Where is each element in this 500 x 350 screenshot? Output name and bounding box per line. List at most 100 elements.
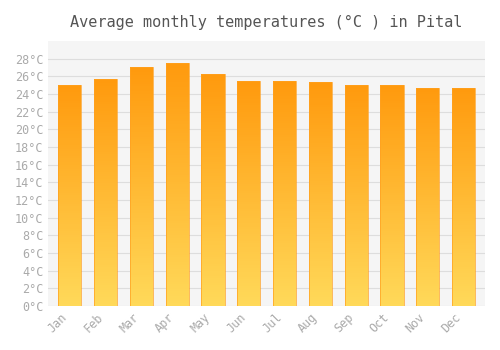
Bar <box>452 118 475 120</box>
Bar <box>380 162 404 164</box>
Bar <box>308 243 332 245</box>
Bar <box>452 205 475 208</box>
Bar <box>380 125 404 127</box>
Bar <box>344 180 368 182</box>
Bar <box>344 127 368 129</box>
Bar <box>166 172 189 175</box>
Bar <box>202 229 224 231</box>
Bar <box>237 274 260 277</box>
Bar <box>237 141 260 144</box>
Bar <box>166 284 189 286</box>
Bar <box>202 185 224 187</box>
Bar <box>416 99 440 101</box>
Bar <box>166 119 189 121</box>
Bar <box>202 190 224 192</box>
Bar <box>130 79 153 82</box>
Bar <box>452 293 475 295</box>
Bar <box>452 88 475 306</box>
Bar <box>58 198 82 200</box>
Bar <box>58 206 82 209</box>
Bar <box>452 140 475 142</box>
Bar <box>166 272 189 274</box>
Bar <box>166 78 189 80</box>
Bar <box>416 186 440 188</box>
Bar <box>273 155 296 157</box>
Bar <box>344 171 368 173</box>
Bar <box>202 296 224 299</box>
Bar <box>130 208 153 210</box>
Bar <box>130 234 153 237</box>
Bar <box>94 83 118 86</box>
Bar <box>416 288 440 290</box>
Bar <box>416 118 440 120</box>
Bar <box>344 160 368 162</box>
Bar <box>452 214 475 216</box>
Bar <box>344 237 368 240</box>
Bar <box>308 114 332 116</box>
Bar <box>452 110 475 112</box>
Bar <box>308 82 332 85</box>
Bar <box>94 179 118 181</box>
Bar <box>166 180 189 182</box>
Bar <box>344 184 368 187</box>
Bar <box>344 169 368 171</box>
Bar <box>452 190 475 192</box>
Bar <box>58 127 82 129</box>
Bar <box>452 133 475 136</box>
Bar <box>202 282 224 285</box>
Bar <box>58 154 82 156</box>
Bar <box>452 264 475 267</box>
Bar <box>380 176 404 178</box>
Bar <box>344 147 368 149</box>
Bar <box>237 245 260 247</box>
Bar <box>166 153 189 155</box>
Bar <box>308 178 332 181</box>
Bar <box>344 87 368 90</box>
Bar <box>166 277 189 279</box>
Bar <box>58 213 82 215</box>
Bar <box>130 118 153 120</box>
Bar <box>94 206 118 208</box>
Bar <box>94 229 118 231</box>
Bar <box>273 288 296 290</box>
Bar <box>344 103 368 105</box>
Bar <box>416 179 440 182</box>
Bar <box>237 150 260 153</box>
Bar <box>380 297 404 299</box>
Bar <box>344 251 368 253</box>
Bar <box>130 182 153 184</box>
Bar <box>344 114 368 116</box>
Bar <box>273 263 296 265</box>
Bar <box>166 87 189 90</box>
Bar <box>344 286 368 288</box>
Bar <box>344 244 368 246</box>
Bar <box>166 252 189 255</box>
Bar <box>452 120 475 122</box>
Bar <box>58 240 82 242</box>
Bar <box>416 88 440 306</box>
Bar <box>202 278 224 280</box>
Bar <box>237 184 260 187</box>
Bar <box>237 303 260 306</box>
Bar <box>202 243 224 245</box>
Bar <box>273 301 296 303</box>
Bar <box>166 146 189 148</box>
Bar <box>94 147 118 149</box>
Bar <box>380 244 404 246</box>
Bar <box>380 224 404 226</box>
Bar <box>94 135 118 138</box>
Bar <box>380 154 404 156</box>
Bar <box>308 103 332 105</box>
Bar <box>166 80 189 82</box>
Bar <box>58 246 82 248</box>
Bar <box>452 286 475 288</box>
Bar <box>94 167 118 170</box>
Bar <box>416 293 440 295</box>
Bar <box>416 138 440 140</box>
Bar <box>344 90 368 92</box>
Bar <box>273 132 296 135</box>
Bar <box>308 169 332 172</box>
Bar <box>94 174 118 176</box>
Bar <box>380 158 404 160</box>
Bar <box>94 270 118 272</box>
